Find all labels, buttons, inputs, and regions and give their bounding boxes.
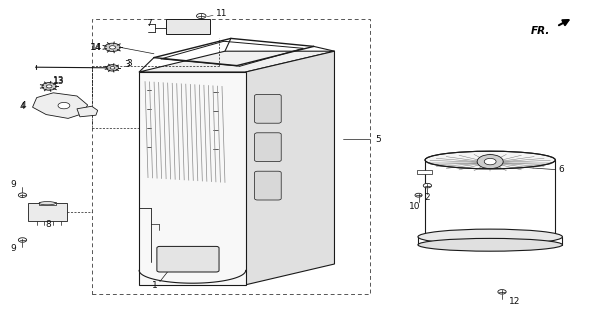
- FancyBboxPatch shape: [39, 202, 56, 205]
- Ellipse shape: [418, 238, 562, 251]
- Circle shape: [58, 102, 70, 109]
- FancyBboxPatch shape: [28, 203, 67, 221]
- Circle shape: [18, 193, 27, 197]
- Text: 7: 7: [146, 20, 152, 28]
- Circle shape: [415, 193, 422, 197]
- Text: 1: 1: [152, 281, 158, 290]
- Polygon shape: [77, 106, 98, 117]
- Circle shape: [110, 67, 115, 69]
- Polygon shape: [246, 51, 334, 285]
- Ellipse shape: [39, 202, 56, 205]
- Text: 4: 4: [20, 102, 25, 111]
- Text: 12: 12: [509, 297, 521, 306]
- Text: 14: 14: [91, 43, 102, 52]
- Circle shape: [484, 158, 496, 165]
- Text: 13: 13: [53, 77, 65, 86]
- Polygon shape: [33, 93, 88, 118]
- Text: 4: 4: [21, 101, 27, 110]
- FancyBboxPatch shape: [255, 171, 281, 200]
- Text: 9: 9: [10, 180, 16, 189]
- FancyBboxPatch shape: [157, 246, 219, 272]
- Circle shape: [110, 46, 115, 49]
- Text: 3: 3: [124, 60, 130, 69]
- Text: 5: 5: [375, 135, 381, 144]
- Polygon shape: [139, 72, 246, 285]
- FancyBboxPatch shape: [255, 133, 281, 162]
- Circle shape: [423, 183, 432, 188]
- Circle shape: [197, 13, 206, 19]
- Polygon shape: [139, 51, 334, 72]
- Bar: [92, 19, 370, 294]
- FancyBboxPatch shape: [417, 170, 432, 174]
- Text: FR.: FR.: [531, 26, 551, 36]
- Circle shape: [498, 290, 506, 294]
- Text: 9: 9: [10, 244, 16, 253]
- Ellipse shape: [425, 151, 555, 169]
- Ellipse shape: [418, 229, 562, 244]
- Text: 6: 6: [558, 165, 564, 174]
- Text: 14: 14: [90, 44, 102, 52]
- Circle shape: [105, 43, 120, 52]
- Circle shape: [477, 155, 503, 169]
- Text: 13: 13: [53, 76, 65, 85]
- FancyBboxPatch shape: [166, 19, 210, 34]
- Text: 11: 11: [216, 9, 228, 18]
- Circle shape: [107, 65, 118, 71]
- Text: 8: 8: [46, 220, 52, 229]
- Circle shape: [18, 238, 27, 242]
- FancyBboxPatch shape: [255, 94, 281, 123]
- Circle shape: [46, 85, 52, 88]
- Text: 10: 10: [408, 202, 420, 211]
- Text: 2: 2: [424, 193, 430, 202]
- Text: 3: 3: [126, 60, 132, 68]
- Circle shape: [42, 83, 56, 90]
